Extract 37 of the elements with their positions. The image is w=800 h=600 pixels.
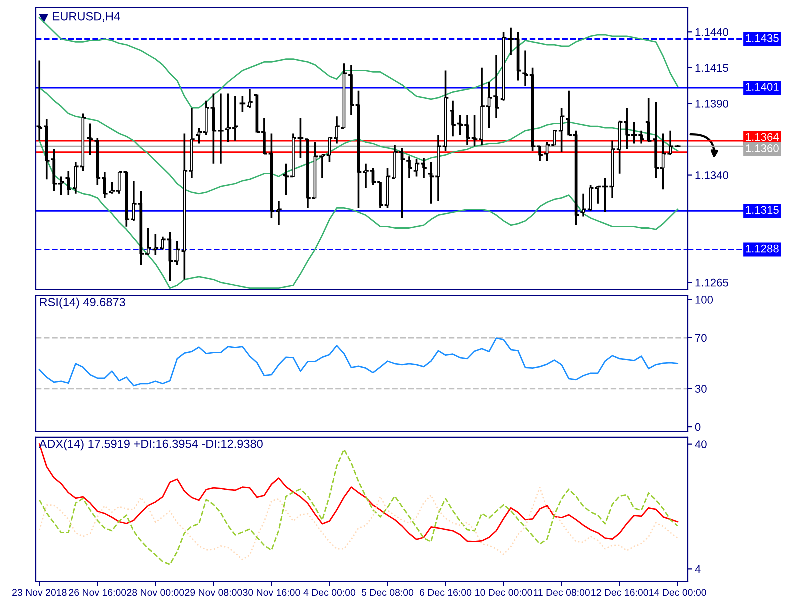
- y-tick-label: 0: [695, 423, 701, 432]
- x-tick-label: 30 Nov 16:00: [243, 589, 300, 596]
- x-tick-label: 11 Dec 08:00: [534, 589, 590, 596]
- x-tick-label: 10 Dec 00:00: [476, 589, 532, 596]
- x-tick-label: 26 Nov 16:00: [69, 589, 126, 596]
- line-series: [38, 87, 679, 195]
- y-tick-label: 30: [695, 385, 707, 393]
- ref-line-label: 1.1360: [746, 144, 779, 152]
- y-tick-label: 1.1265: [696, 278, 728, 287]
- x-tick-label: 14 Dec 00:00: [650, 589, 706, 596]
- x-tick-label: 12 Dec 16:00: [592, 589, 648, 596]
- ref-line-label: 1.1315: [746, 206, 779, 214]
- x-tick-label: 23 Nov 2018: [12, 589, 67, 596]
- x-tick-label: 4 Dec 00:00: [304, 589, 356, 596]
- y-tick-label: 1.1340: [696, 172, 728, 180]
- line-series: [38, 140, 679, 290]
- chart-title: ADX(14) 17.5919 +DI:16.3954 -DI:12.9380: [39, 440, 263, 451]
- line-series: [38, 338, 679, 387]
- y-tick-label: 1.1390: [696, 100, 728, 108]
- line-series: [38, 486, 679, 560]
- candlestick: [553, 130, 556, 146]
- y-tick-label: 70: [696, 334, 707, 342]
- ref-line-label: 1.1401: [746, 83, 779, 91]
- x-tick-label: 28 Nov 00:00: [127, 589, 184, 596]
- x-tick-label: 29 Nov 08:00: [185, 589, 242, 596]
- chart-title: RSI(14) 49.6873: [40, 298, 126, 309]
- ref-line-label: 1.1364: [746, 133, 780, 142]
- y-tick-label: 100: [696, 296, 714, 304]
- y-tick-label: 40: [695, 440, 707, 448]
- y-tick-label: 4: [695, 566, 701, 574]
- ref-line-label: 1.1288: [746, 244, 779, 253]
- ref-line-label: 1.1435: [746, 34, 779, 42]
- y-tick-label: 1.1440: [696, 28, 728, 36]
- x-tick-label: 6 Dec 16:00: [420, 589, 472, 596]
- y-tick-label: 1.1415: [696, 64, 728, 72]
- chart-title: EURUSD,H4: [53, 12, 120, 22]
- x-tick-label: 5 Dec 08:00: [362, 589, 414, 596]
